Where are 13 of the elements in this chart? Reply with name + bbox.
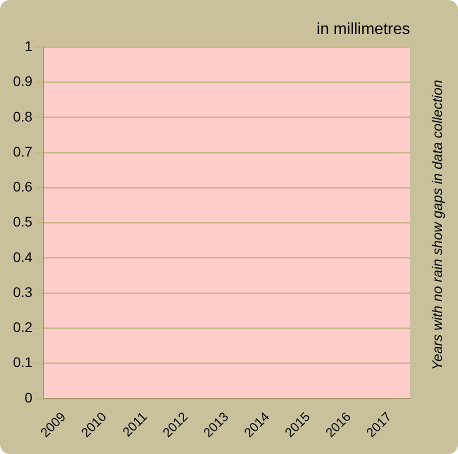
y-tick-label: 0.5 — [12, 214, 33, 230]
y-tick-label: 0 — [24, 389, 33, 406]
y-tick-label: 0.6 — [12, 178, 33, 195]
y-tick-label: 0.7 — [12, 143, 33, 160]
y-tick-label: 0.2 — [12, 319, 33, 336]
y-tick-label: 0.4 — [12, 248, 33, 265]
y-tick-label: 1 — [24, 38, 33, 54]
y-tick-label: 0.3 — [12, 284, 33, 300]
y-tick-label: 0.8 — [12, 108, 33, 124]
y-tick-label: 0.9 — [12, 73, 33, 90]
text: Years with no rain show gaps in data collection — [428, 80, 445, 370]
y-tick-label: 0.1 — [12, 354, 33, 370]
chart-title: in millimetres — [316, 21, 410, 38]
